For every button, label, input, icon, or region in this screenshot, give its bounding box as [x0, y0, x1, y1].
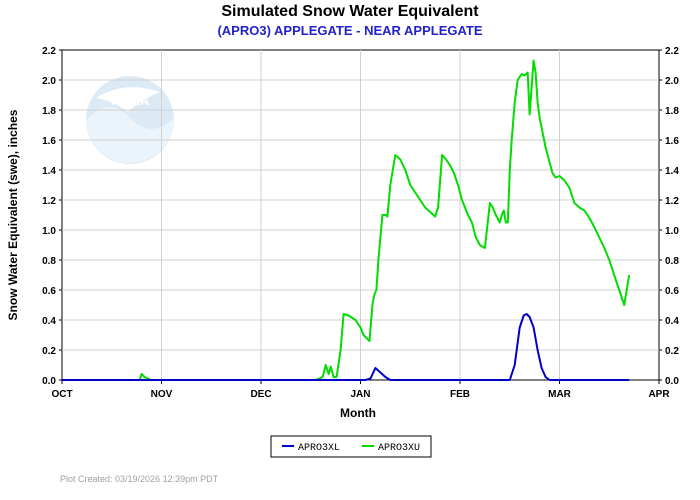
x-tick-label: JAN	[350, 389, 370, 400]
x-axis: OCT NOV DEC JAN FEB MAR APR	[51, 380, 670, 400]
legend: APRO3XL APRO3XU	[270, 435, 432, 458]
series-line-apro3xl	[62, 313, 630, 381]
y-tick-label-right: 2.2	[665, 46, 679, 57]
y-tick-label-right: 0.8	[665, 256, 679, 267]
x-tick-label: MAR	[548, 389, 572, 400]
y-tick-label-left: 2.0	[42, 76, 56, 87]
y-tick-label-right: 1.4	[665, 166, 679, 177]
x-tick-label: NOV	[151, 389, 173, 400]
y-tick-label-left: 0.0	[42, 376, 56, 387]
y-axis-left: 0.0 0.2 0.4 0.6 0.8 1.0 1.2 1.4 1.6 1.8 2.0 2.2	[42, 46, 62, 387]
x-tick-label: OCT	[51, 389, 72, 400]
y-tick-label-left: 1.8	[42, 106, 56, 117]
noaa-logo-icon: NOAA	[86, 76, 175, 164]
grid-lines	[62, 50, 659, 380]
y-axis-label: Snow Water Equivalent (swe), inches	[6, 109, 20, 320]
legend-box	[270, 435, 432, 458]
x-tick-label: FEB	[450, 389, 470, 400]
y-tick-label-left: 0.4	[42, 316, 56, 327]
series-line-apro3xu	[62, 59, 631, 381]
y-tick-label-left: 0.8	[42, 256, 56, 267]
y-tick-label-left: 1.0	[42, 226, 56, 237]
y-tick-label-left: 2.2	[42, 46, 56, 57]
chart-title: Simulated Snow Water Equivalent	[221, 3, 479, 20]
y-tick-label-left: 1.2	[42, 196, 56, 207]
x-tick-label: DEC	[250, 389, 271, 400]
series-lines	[62, 59, 631, 381]
y-tick-label-right: 1.6	[665, 136, 679, 147]
y-tick-label-left: 1.4	[42, 166, 56, 177]
y-tick-label-right: 0.2	[665, 346, 679, 357]
chart-subtitle: (APRO3) APPLEGATE - NEAR APPLEGATE	[217, 23, 482, 38]
legend-label-apro3xl: APRO3XL	[298, 443, 340, 454]
y-tick-label-right: 1.0	[665, 226, 679, 237]
y-tick-label-left: 0.2	[42, 346, 56, 357]
y-tick-label-right: 0.6	[665, 286, 679, 297]
noaa-logo-text: NOAA	[111, 93, 150, 108]
y-tick-label-right: 1.8	[665, 106, 679, 117]
plot-created-footer: Plot Created: 03/19/2026 12:39pm PDT	[60, 474, 219, 484]
y-tick-label-right: 1.2	[665, 196, 679, 207]
y-tick-label-left: 1.6	[42, 136, 56, 147]
x-tick-label: APR	[648, 389, 670, 400]
y-tick-label-left: 0.6	[42, 286, 56, 297]
y-axis-right: 0.0 0.2 0.4 0.6 0.8 1.0 1.2 1.4 1.6 1.8 2.0 2.2	[659, 46, 679, 387]
y-tick-label-right: 2.0	[665, 76, 679, 87]
legend-label-apro3xu: APRO3XU	[378, 443, 420, 454]
x-axis-label: Month	[340, 406, 376, 420]
y-tick-label-right: 0.0	[665, 376, 679, 387]
y-tick-label-right: 0.4	[665, 316, 679, 327]
